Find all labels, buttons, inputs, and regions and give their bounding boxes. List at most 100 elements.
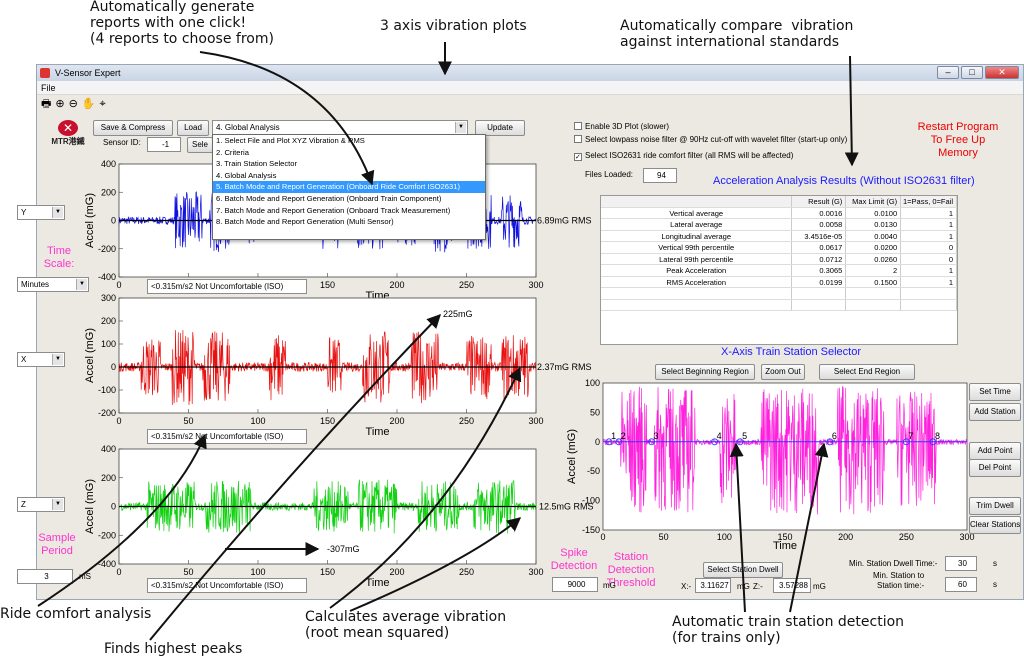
table-header: Result (G) Max Limit (G) 1=Pass, 0=Fail [601,196,957,208]
y-tick-label: 100 [101,339,116,349]
sensor-id-field[interactable]: -1 [147,137,181,152]
table-cell: 0.0100 [846,207,902,218]
lowpass-text: Select lowpass noise filter @ 90Hz cut-o… [585,135,848,144]
clear-stations-button[interactable]: Clear Stations [969,516,1021,534]
y-tick-label: 50 [590,407,600,417]
x-tick-label: 50 [183,416,193,426]
table-cell [846,288,902,299]
time-scale-value: Minutes [21,280,50,289]
select-beginning-button[interactable]: Select Beginning Region [655,364,755,380]
close-button[interactable]: ✕ [985,66,1019,79]
select-end-button[interactable]: Select End Region [819,364,915,380]
annotation-compare: Automatically compare vibration against … [620,18,854,50]
enable-3d-checkbox[interactable]: Enable 3D Plot (slower) [574,122,669,132]
toolbar: 🖶 ⊕ ⊖ ✋ ⌖ [37,95,1023,113]
maximize-button[interactable]: □ [961,66,983,79]
comfort-label-x: <0.315m/s2 Not Uncomfortable (ISO) [147,429,307,444]
trim-dwell-button[interactable]: Trim Dwell [969,497,1021,515]
min-station-field[interactable]: 60 [945,577,977,592]
x-readout-field: 3.11627 [695,578,731,593]
table-cell: 0.0199 [792,276,847,287]
table-cell [601,299,793,310]
add-point-button[interactable]: Add Point [969,442,1021,460]
station-number: 3 [654,431,659,441]
table-cell: 1 [901,265,957,276]
table-cell: 0 [901,253,957,264]
x-tick-label: 300 [959,532,974,542]
station-marker [605,438,613,446]
spike-detection-label: Spike Detection [550,547,598,572]
x-tick-label: 150 [320,416,335,426]
station-threshold-label: Station Detection Threshold [606,551,656,589]
select-dwell-button[interactable]: Select Station Dwell [703,562,783,578]
app-icon [40,68,50,78]
table-cell: Vertical average [601,207,793,218]
y-tick-label: 0 [595,437,600,447]
min-station-unit: s [993,580,997,589]
mtr-logo-text: MTR港鐵 [51,137,85,146]
mtr-logo: ✕ MTR港鐵 [45,120,91,147]
del-point-button[interactable]: Del Point [969,459,1021,477]
minimize-button[interactable]: – [937,66,959,79]
data-cursor-icon[interactable]: ⌖ [99,98,106,110]
zoom-out-button[interactable]: Zoom Out [761,364,805,380]
report-option[interactable]: 2. Criteria [216,147,249,157]
report-option[interactable]: 8. Batch Mode and Report Generation (Mul… [216,217,394,227]
lowpass-checkbox[interactable]: Select lowpass noise filter @ 90Hz cut-o… [574,135,847,145]
y-tick-label: 400 [101,159,116,169]
files-loaded-field: 94 [643,168,677,183]
report-option[interactable]: 7. Batch Mode and Report Generation (Onb… [216,205,451,215]
print-icon[interactable]: 🖶 [41,98,52,110]
x-tick-label: 200 [389,416,404,426]
report-option[interactable]: 6. Batch Mode and Report Generation (Onb… [216,193,442,203]
station-marker [711,438,719,446]
report-dropdown-list[interactable]: 1. Select File and Plot XYZ Vibration & … [212,134,486,240]
set-time-button[interactable]: Set Time [969,383,1021,401]
table-cell: Lateral average [601,219,793,230]
window-title: V-Sensor Expert [55,68,121,78]
axis-select-x[interactable]: X ▼ [17,352,65,367]
save-compress-button[interactable]: Save & Compress [93,120,173,136]
table-row: Lateral 99th percentile 0.0712 0.0260 0 [601,253,957,265]
x-tick-label: 50 [659,532,669,542]
table-cell: 0.0040 [846,230,902,241]
annotation-axis-plots: 3 axis vibration plots [380,18,527,34]
y-tick-label: -400 [98,272,116,282]
chevron-down-icon: ▼ [52,207,63,218]
menu-file[interactable]: File [41,83,56,93]
time-scale-label: Time Scale: [43,245,75,270]
iso-filter-checkbox[interactable]: ✓ Select ISO2631 ride comfort filter (all… [574,151,793,161]
y-tick-label: 0 [111,362,116,372]
spike-value-field[interactable]: 9000 [552,577,598,592]
min-dwell-field[interactable]: 30 [945,556,977,571]
table-cell: 1 [901,219,957,230]
add-station-button[interactable]: Add Station [969,403,1021,421]
x-tick-label: 50 [183,567,193,577]
update-button[interactable]: Update [475,120,525,136]
restart-message[interactable]: Restart Program To Free Up Memory [917,121,999,159]
axis-select-y[interactable]: Y ▼ [17,205,65,220]
report-option[interactable]: 5. Batch Mode and Report Generation (Onb… [213,181,485,193]
zoom-in-icon[interactable]: ⊕ [55,98,65,110]
table-cell: Lateral 99th percentile [601,253,793,264]
min-dwell-unit: s [993,559,997,568]
table-cell: Vertical 99th percentile [601,242,793,253]
x-tick-label: 150 [320,567,335,577]
table-cell: 0.0200 [846,242,902,253]
table-cell [901,288,957,299]
table-cell: 0.0016 [792,207,847,218]
comfort-label-y: <0.315m/s2 Not Uncomfortable (ISO) [147,279,307,294]
zoom-out-icon[interactable]: ⊖ [68,98,78,110]
time-scale-select[interactable]: Minutes ▼ [17,277,89,292]
chevron-down-icon: ▼ [455,122,466,133]
y-axis-label: Accel (mG) [84,479,96,534]
report-option[interactable]: 1. Select File and Plot XYZ Vibration & … [216,136,365,145]
x-tick-label: 0 [116,567,121,577]
table-cell: 0.1500 [846,276,902,287]
annotation-average: Calculates average vibration (root mean … [305,609,507,641]
pan-hand-icon[interactable]: ✋ [81,98,96,110]
report-option[interactable]: 3. Train Station Selector [216,159,298,169]
table-row: Vertical 99th percentile 0.0617 0.0200 0 [601,242,957,254]
y-tick-label: 200 [101,187,116,197]
report-option[interactable]: 4. Global Analysis [216,170,277,180]
